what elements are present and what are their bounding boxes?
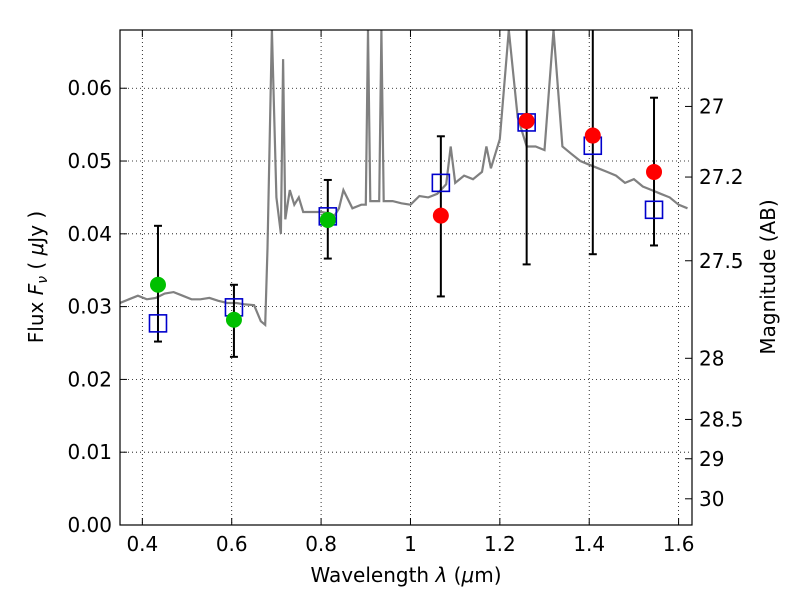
x-tick-label-2: 0.8 [305, 532, 337, 556]
y-tick-label-4: 0.04 [67, 222, 112, 246]
y-tick-label-0: 0.00 [67, 513, 112, 537]
point-green-2 [319, 211, 336, 228]
y2-tick-label-4: 28.5 [699, 407, 744, 431]
model-square-6 [644, 200, 664, 220]
y2-tick-label-5: 29 [699, 447, 724, 471]
spectrum-line [120, 30, 688, 328]
point-red-1 [518, 112, 535, 129]
x-tick-label-3: 1 [404, 532, 417, 556]
y2-tick-label-0: 27 [699, 94, 724, 118]
marker-layer [148, 112, 664, 333]
y-tick-label-6: 0.06 [67, 76, 112, 100]
y2-axis-label: Magnitude (AB) [756, 199, 780, 354]
y2-tick-label-6: 30 [699, 487, 724, 511]
x-tick-label-6: 1.6 [663, 532, 695, 556]
y-tick-label-3: 0.03 [67, 295, 112, 319]
x-tick-label-0: 0.4 [126, 532, 158, 556]
y2-tick-label-3: 28 [699, 346, 724, 370]
ticks: 0.4 0.6 0.8 1 1.2 1.4 1.6 0.00 0.01 0.02 0.03 0.04 0… [67, 30, 744, 556]
point-red-2 [584, 127, 601, 144]
y-axis-label: Flux Fν ( μJy ) [24, 211, 51, 343]
model-square-3 [431, 173, 451, 193]
point-red-0 [432, 207, 449, 224]
x-tick-label-1: 0.6 [216, 532, 248, 556]
y-tick-label-5: 0.05 [67, 149, 112, 173]
x-axis-label: Wavelength λ (μm) [310, 563, 501, 587]
plot-frame [119, 29, 693, 526]
errorbar-layer [153, 30, 659, 358]
point-green-1 [225, 311, 242, 328]
x-tick-label-4: 1.2 [484, 532, 516, 556]
y-tick-label-1: 0.01 [67, 440, 112, 464]
y-tick-label-2: 0.02 [67, 367, 112, 391]
axes [119, 29, 693, 526]
spectrum-layer [120, 30, 688, 328]
x-tick-label-5: 1.4 [573, 532, 605, 556]
y2-tick-label-1: 27.2 [699, 165, 744, 189]
model-square-0 [148, 314, 168, 333]
point-red-3 [646, 163, 663, 180]
point-green-0 [149, 276, 166, 293]
y2-tick-label-2: 27.5 [699, 249, 744, 273]
grid [120, 30, 692, 526]
